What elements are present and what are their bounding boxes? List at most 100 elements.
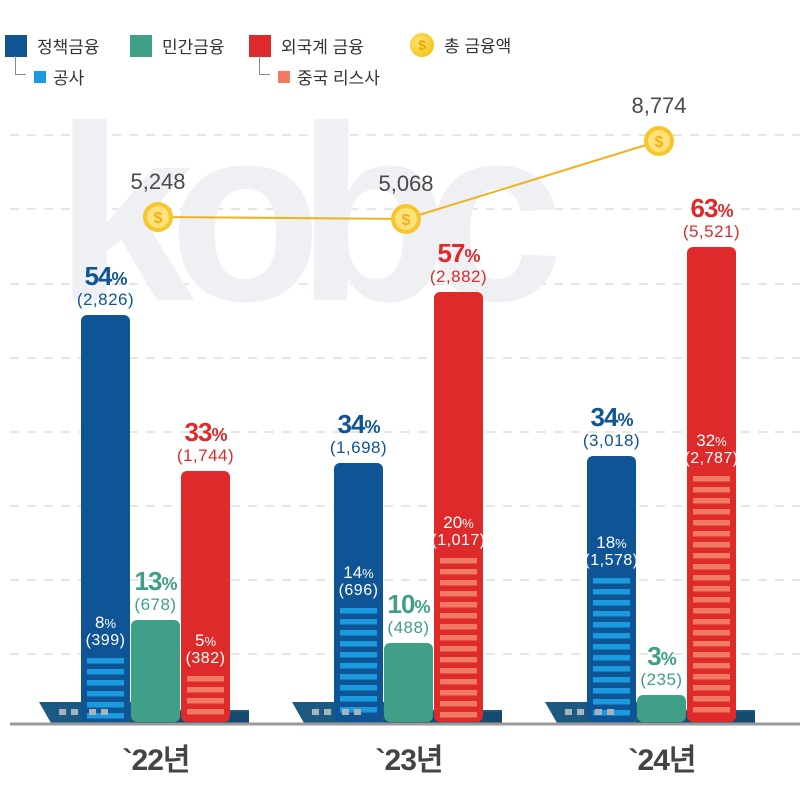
sub-bar-stripe — [593, 611, 630, 617]
legend-connector — [15, 56, 26, 75]
legend-swatch-private — [130, 34, 152, 57]
bar-private — [637, 695, 686, 722]
bar-private — [131, 620, 180, 722]
coin-inner — [147, 206, 169, 228]
percent-label: 13% — [134, 566, 178, 596]
sub-bar-stripe — [187, 698, 224, 704]
sub-bar-stripe — [87, 702, 124, 708]
sub-amount-label: (2,787) — [684, 450, 739, 467]
sub-amount-label: (1,578) — [584, 552, 639, 569]
amount-label: (3,018) — [582, 431, 641, 450]
sub-bar-stripe — [340, 696, 377, 702]
sub-bar-stripe — [440, 591, 477, 597]
bar-label: 3% (235) — [602, 643, 722, 688]
sub-bar-stripe — [340, 641, 377, 647]
legend-label: 정책금융 — [37, 38, 100, 57]
sub-bar-stripe — [593, 644, 630, 650]
sub-bar-stripe — [693, 586, 730, 592]
bar-label: 57% (2,882) — [399, 240, 519, 285]
legend-item-total: $ 총 금융액 — [410, 32, 511, 57]
amount-label: (488) — [387, 618, 430, 637]
x-tick-label: `22년 — [122, 744, 191, 777]
amount-label: (5,521) — [682, 222, 741, 241]
bar-label: 33% (1,744) — [146, 419, 266, 464]
sub-bar-stripe — [440, 613, 477, 619]
watermark-logo: kobc — [55, 74, 556, 353]
bar-foreign — [181, 471, 230, 722]
amount-label: (678) — [134, 595, 177, 614]
sub-amount-label: (1,017) — [431, 532, 486, 549]
legend-connector — [259, 56, 270, 75]
percent-label: 34% — [590, 402, 634, 432]
sub-bar-stripe — [693, 608, 730, 614]
sub-bar-stripe — [593, 600, 630, 606]
ship-window — [342, 709, 349, 715]
sub-amount-label: (382) — [185, 650, 226, 667]
ship-window — [577, 709, 584, 715]
coin-dollar-sign: $ — [402, 212, 411, 229]
bar-label: 63% (5,521) — [652, 195, 772, 240]
bar-private — [384, 643, 433, 722]
amount-label: (1,698) — [329, 438, 388, 457]
sub-bar-stripe — [187, 676, 224, 682]
coin-dollar-sign: $ — [655, 134, 664, 151]
ship-window — [595, 709, 602, 715]
ship-window — [312, 709, 319, 715]
coin-dollar-icon: $ — [410, 32, 434, 57]
sub-bar-stripe — [693, 542, 730, 548]
legend-swatch-foreign — [249, 34, 271, 57]
sub-bar-stripe — [693, 619, 730, 625]
total-value-label: 5,248 — [130, 169, 186, 194]
sub-bar-stripe — [693, 685, 730, 691]
sub-bar-stripe — [593, 655, 630, 661]
legend-label: 공사 — [53, 69, 85, 88]
legend-swatch-policy — [5, 34, 27, 57]
sub-bar-stripe — [340, 685, 377, 691]
ship-window — [324, 709, 331, 715]
sub-bar-stripe — [440, 569, 477, 575]
percent-label: 34% — [337, 409, 381, 439]
total-value-label: 5,068 — [378, 171, 434, 196]
x-tick-label: `24년 — [628, 744, 697, 777]
sub-bar-stripe — [693, 630, 730, 636]
sub-bar-stripe — [440, 657, 477, 663]
total-value-label: 8,774 — [631, 93, 687, 118]
percent-label: 57% — [437, 238, 481, 268]
x-tick-label: `23년 — [375, 744, 444, 777]
sub-bar-stripe — [87, 691, 124, 697]
sub-bar-stripe — [87, 658, 124, 664]
ship-window — [565, 709, 572, 715]
legend-item-private: 민간금융 — [130, 33, 225, 58]
ship-window — [101, 709, 108, 715]
sub-bar-stripe — [340, 630, 377, 636]
ship-window — [89, 709, 96, 715]
ship-window — [354, 709, 361, 715]
coin-inner — [648, 130, 670, 152]
sub-amount-label: (399) — [85, 632, 126, 649]
sub-bar-stripe — [187, 687, 224, 693]
sub-bar-stripe — [693, 575, 730, 581]
sub-bar-stripe — [693, 696, 730, 702]
sub-amount-label: (696) — [338, 582, 379, 599]
amount-label: (1,744) — [176, 446, 235, 465]
sub-bar-stripe — [693, 663, 730, 669]
percent-label: 10% — [387, 589, 431, 619]
sub-bar-stripe — [187, 709, 224, 715]
sub-bar-stripe — [693, 641, 730, 647]
percent-label: 33% — [184, 417, 228, 447]
sub-bar-stripe — [593, 688, 630, 694]
bar-label: 34% (1,698) — [299, 411, 419, 456]
sub-bar-stripe — [693, 707, 730, 713]
sub-bar-stripe — [693, 674, 730, 680]
sub-bar-stripe — [440, 712, 477, 718]
sub-bar-stripe — [87, 669, 124, 675]
sub-percent-label: 32% — [696, 431, 727, 450]
sub-bar-stripe — [693, 487, 730, 493]
sub-bar-stripe — [87, 680, 124, 686]
amount-label: (2,882) — [429, 267, 488, 286]
legend-swatch-china-leasing — [278, 70, 290, 83]
sub-bar-stripe — [440, 679, 477, 685]
sub-bar-stripe — [340, 608, 377, 614]
sub-bar-label: 18% (1,578) — [552, 534, 672, 569]
